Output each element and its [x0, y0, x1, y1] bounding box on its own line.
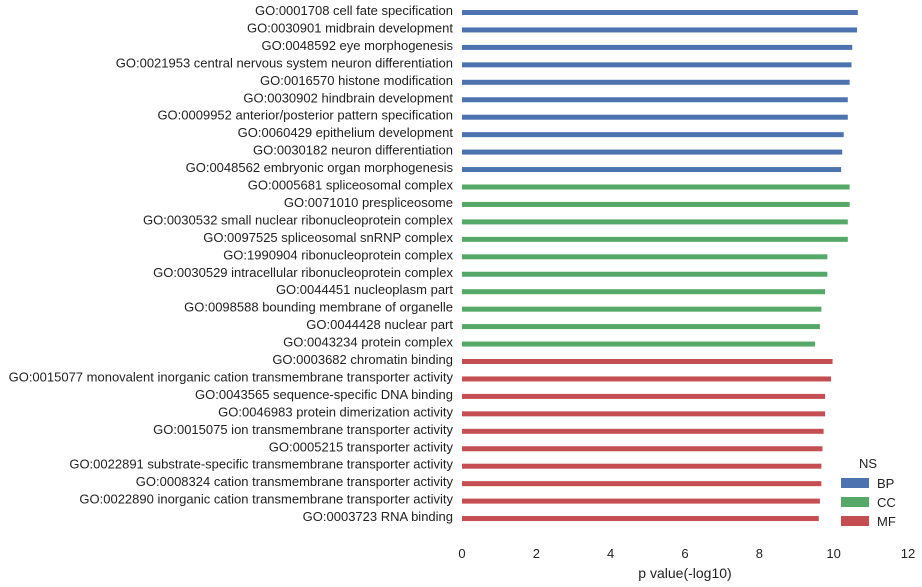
- bar-bp: [462, 114, 848, 120]
- bar-bp: [462, 149, 843, 155]
- bar-mf: [462, 393, 826, 399]
- y-tick-label: GO:0005215 transporter activity: [269, 439, 454, 454]
- bar-mf: [462, 446, 823, 452]
- bar-bp: [462, 132, 844, 138]
- bar-cc: [462, 289, 826, 295]
- y-tick-label: GO:0008324 cation transmembrane transpor…: [136, 474, 454, 489]
- bar-bp: [462, 167, 842, 173]
- x-tick-label: 6: [681, 546, 688, 561]
- x-tick-labels: 0 2 4 6 8 10 12: [458, 546, 915, 561]
- y-tick-label: GO:0003723 RNA binding: [303, 509, 453, 524]
- y-tick-label: GO:0016570 histone modification: [260, 73, 453, 88]
- y-tick-label: GO:0022890 inorganic cation transmembran…: [79, 492, 453, 507]
- bar-mf: [462, 428, 824, 434]
- y-tick-label: GO:0015077 monovalent inorganic cation t…: [9, 369, 454, 384]
- y-tick-label: GO:0071010 prespliceosome: [284, 195, 453, 210]
- x-tick-label: 4: [607, 546, 614, 561]
- bar-mf: [462, 516, 819, 522]
- bar-cc: [462, 341, 816, 347]
- y-tick-label: GO:0021953 central nervous system neuron…: [116, 55, 453, 70]
- y-tick-label: GO:0009952 anterior/posterior pattern sp…: [157, 108, 453, 123]
- y-tick-labels: GO:0001708 cell fate specification GO:003…: [9, 3, 454, 524]
- bar-bp: [462, 62, 852, 68]
- y-tick-label: GO:0098588 bounding membrane of organell…: [184, 300, 453, 315]
- x-tick-label: 12: [901, 546, 915, 561]
- y-tick-label: GO:0043234 protein complex: [283, 335, 453, 350]
- y-tick-label: GO:0043565 sequence-specific DNA binding: [195, 387, 453, 402]
- y-tick-label: GO:0030532 small nuclear ribonucleoprote…: [143, 212, 454, 227]
- bar-bp: [462, 27, 858, 33]
- y-tick-label: GO:0044451 nucleoplasm part: [276, 282, 453, 297]
- bar-cc: [462, 236, 848, 242]
- bar-mf: [462, 463, 822, 469]
- legend: NS BP CC MF: [841, 456, 896, 529]
- bar-cc: [462, 201, 850, 207]
- legend-swatch-mf: [841, 516, 869, 526]
- bar-bp: [462, 79, 850, 85]
- y-tick-label: GO:0048592 eye morphogenesis: [261, 38, 453, 53]
- legend-swatch-bp: [841, 478, 869, 488]
- x-tick-label: 8: [756, 546, 763, 561]
- y-tick-label: GO:0030902 hindbrain development: [243, 90, 453, 105]
- legend-label-mf: MF: [877, 514, 896, 529]
- y-tick-label: GO:0015075 ion transmembrane transporter…: [153, 422, 453, 437]
- x-axis-label: p value(-log10): [638, 565, 731, 581]
- legend-label-bp: BP: [877, 476, 894, 491]
- legend-title: NS: [859, 456, 877, 471]
- x-tick-label: 0: [458, 546, 465, 561]
- x-tick-label: 2: [533, 546, 540, 561]
- y-tick-label: GO:0022891 substrate-specific transmembr…: [69, 457, 453, 472]
- y-tick-label: GO:0001708 cell fate specification: [255, 3, 453, 18]
- bar-mf: [462, 481, 822, 487]
- bar-mf: [462, 498, 820, 504]
- y-tick-label: GO:0030182 neuron differentiation: [253, 143, 453, 158]
- bar-mf: [462, 359, 833, 364]
- bar-cc: [462, 271, 828, 277]
- y-tick-label: GO:0048562 embryonic organ morphogenesis: [186, 160, 454, 175]
- y-tick-label: GO:0030901 midbrain development: [247, 20, 453, 35]
- bar-bp: [462, 10, 858, 15]
- legend-label-cc: CC: [877, 495, 896, 510]
- y-tick-label: GO:0044428 nuclear part: [306, 317, 453, 332]
- y-tick-label: GO:0060429 epithelium development: [238, 125, 454, 140]
- bar-mf: [462, 411, 826, 417]
- y-tick-label: GO:1990904 ribonucleoprotein complex: [223, 247, 453, 262]
- y-tick-label: GO:0046983 protein dimerization activity: [218, 404, 453, 419]
- y-tick-label: GO:0097525 spliceosomal snRNP complex: [203, 230, 453, 245]
- bar-cc: [462, 306, 822, 312]
- x-tick-label: 10: [826, 546, 840, 561]
- bar-bp: [462, 44, 853, 50]
- bar-bp: [462, 97, 848, 103]
- legend-swatch-cc: [841, 497, 869, 507]
- bar-cc: [462, 324, 820, 330]
- y-tick-label: GO:0005681 spliceosomal complex: [248, 178, 454, 193]
- bars-layer: [462, 10, 858, 522]
- bar-cc: [462, 254, 828, 260]
- bar-cc: [462, 184, 850, 190]
- y-tick-label: GO:0003682 chromatin binding: [272, 352, 453, 367]
- y-tick-label: GO:0030529 intracellular ribonucleoprote…: [153, 265, 453, 280]
- bar-cc: [462, 219, 848, 225]
- bar-mf: [462, 376, 832, 382]
